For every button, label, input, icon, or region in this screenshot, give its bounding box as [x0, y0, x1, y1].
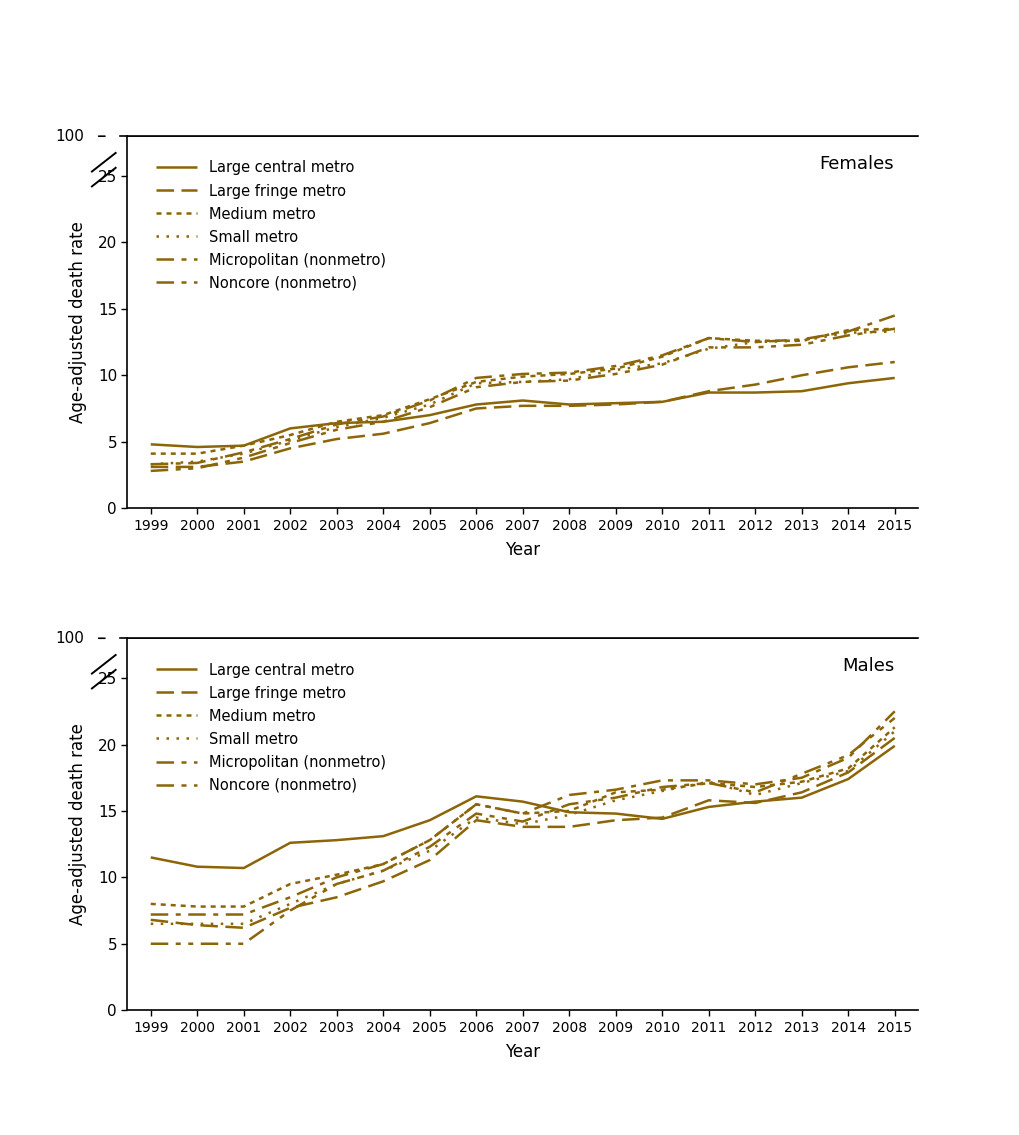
X-axis label: Year: Year — [504, 1043, 540, 1061]
Text: Males: Males — [842, 657, 894, 675]
X-axis label: Year: Year — [504, 541, 540, 558]
Text: 100: 100 — [55, 631, 84, 646]
Y-axis label: Age-adjusted death rate: Age-adjusted death rate — [68, 723, 87, 925]
Y-axis label: Age-adjusted death rate: Age-adjusted death rate — [68, 221, 87, 423]
Text: 100: 100 — [55, 128, 84, 144]
Text: Females: Females — [819, 154, 894, 173]
Legend: Large central metro, Large fringe metro, Medium metro, Small metro, Micropolitan: Large central metro, Large fringe metro,… — [151, 154, 391, 296]
Legend: Large central metro, Large fringe metro, Medium metro, Small metro, Micropolitan: Large central metro, Large fringe metro,… — [151, 657, 391, 799]
